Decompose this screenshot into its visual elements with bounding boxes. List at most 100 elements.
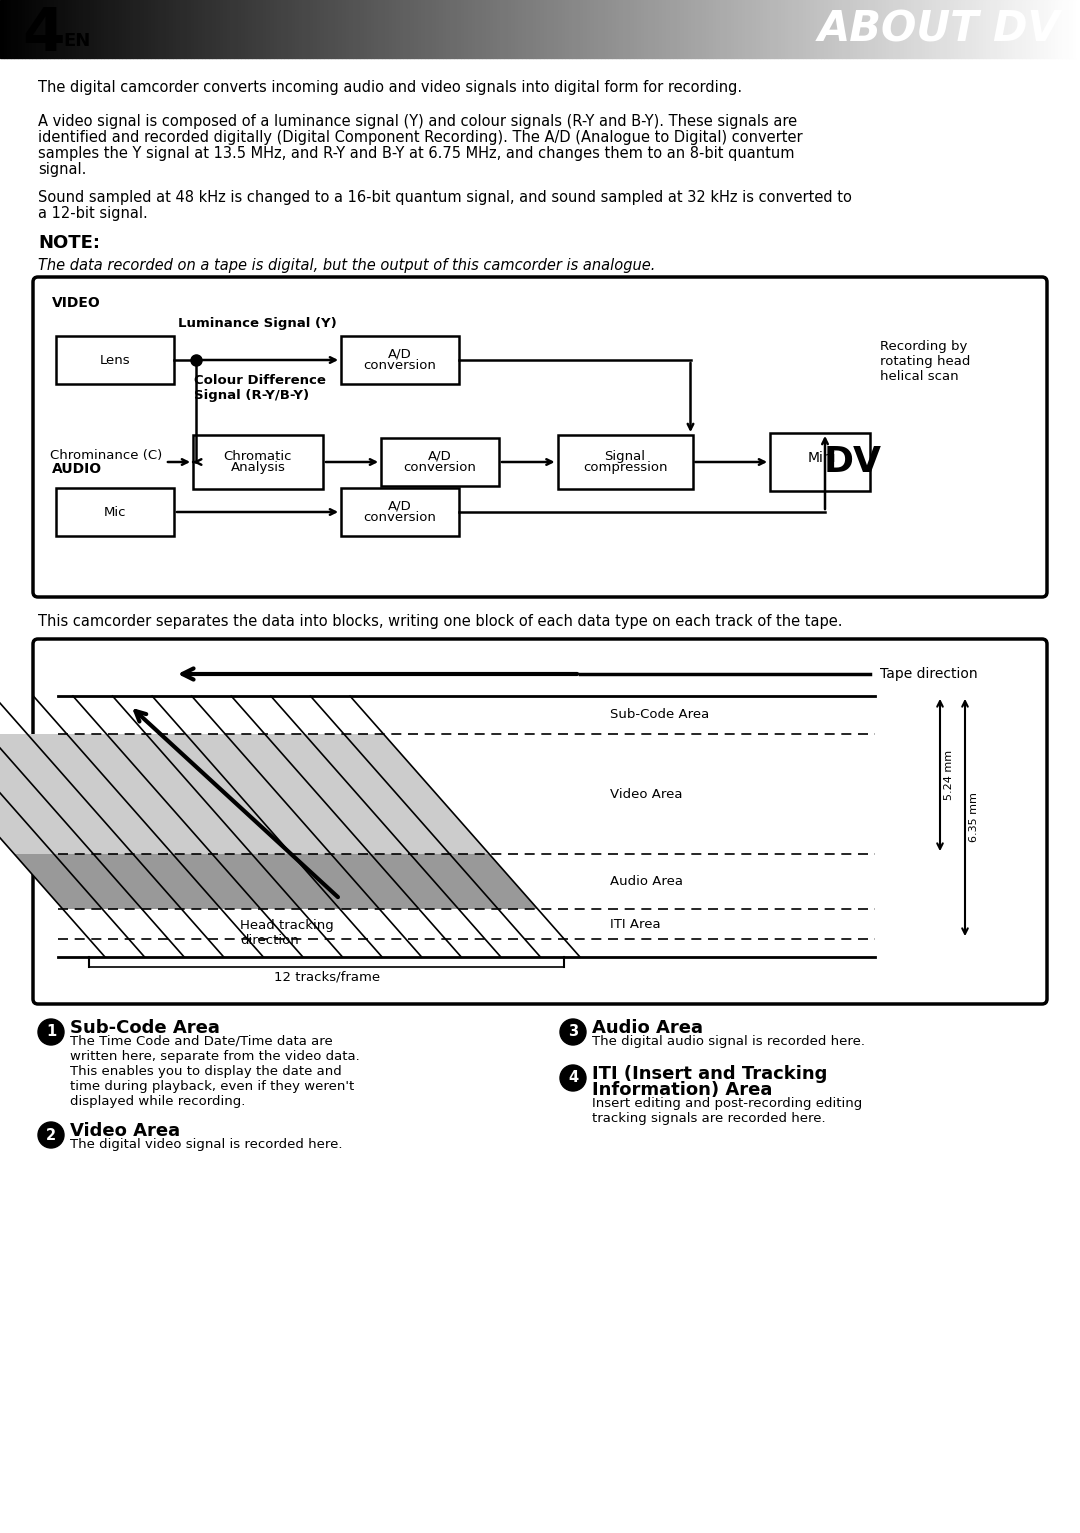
Text: Mini: Mini: [808, 451, 837, 464]
Bar: [557, 435, 692, 489]
Text: Colour Difference
Signal (R-Y/B-Y): Colour Difference Signal (R-Y/B-Y): [194, 374, 326, 402]
Bar: [292, 0, 295, 58]
Bar: [11, 0, 14, 58]
Bar: [193, 435, 323, 489]
Bar: [558, 0, 562, 58]
Bar: [51, 0, 54, 58]
Bar: [227, 0, 230, 58]
Bar: [36, 0, 40, 58]
Bar: [1055, 0, 1058, 58]
Bar: [522, 0, 526, 58]
Text: EN: EN: [63, 32, 91, 51]
Text: samples the Y signal at 13.5 MHz, and R-Y and B-Y at 6.75 MHz, and changes them : samples the Y signal at 13.5 MHz, and R-…: [38, 146, 795, 161]
Bar: [454, 0, 457, 58]
Text: Video Area: Video Area: [610, 788, 683, 800]
Text: tracking signals are recorded here.: tracking signals are recorded here.: [592, 1111, 825, 1125]
Bar: [846, 0, 850, 58]
Bar: [57, 0, 62, 58]
Bar: [360, 0, 364, 58]
Bar: [1058, 0, 1062, 58]
Text: 1: 1: [45, 1024, 56, 1039]
Bar: [670, 0, 673, 58]
Bar: [680, 0, 684, 58]
Polygon shape: [173, 854, 260, 909]
Bar: [234, 0, 238, 58]
Bar: [882, 0, 886, 58]
Bar: [468, 0, 472, 58]
Polygon shape: [225, 734, 370, 854]
Polygon shape: [146, 734, 292, 854]
Bar: [137, 0, 140, 58]
Bar: [327, 0, 332, 58]
Bar: [640, 0, 645, 58]
Polygon shape: [67, 734, 212, 854]
Bar: [375, 0, 378, 58]
Bar: [205, 0, 208, 58]
Bar: [543, 0, 548, 58]
Text: This camcorder separates the data into blocks, writing one block of each data ty: This camcorder separates the data into b…: [38, 615, 842, 629]
Bar: [594, 0, 597, 58]
Text: Signal: Signal: [605, 449, 646, 463]
Bar: [8, 0, 11, 58]
Bar: [504, 0, 508, 58]
Bar: [1018, 0, 1023, 58]
Bar: [767, 0, 770, 58]
Bar: [338, 0, 342, 58]
Bar: [392, 0, 396, 58]
Text: Mic: Mic: [104, 506, 126, 518]
Text: Video Area: Video Area: [70, 1122, 180, 1141]
Text: Audio Area: Audio Area: [610, 875, 683, 888]
Bar: [1001, 0, 1004, 58]
Bar: [1044, 0, 1048, 58]
Bar: [915, 0, 918, 58]
Bar: [821, 0, 824, 58]
Bar: [583, 0, 586, 58]
Bar: [1069, 0, 1072, 58]
Polygon shape: [305, 734, 449, 854]
Text: Audio Area: Audio Area: [592, 1019, 703, 1036]
Bar: [364, 0, 367, 58]
Bar: [731, 0, 734, 58]
Bar: [281, 0, 284, 58]
Bar: [508, 0, 511, 58]
Text: conversion: conversion: [364, 359, 436, 373]
Bar: [788, 0, 792, 58]
Bar: [386, 0, 389, 58]
Bar: [666, 0, 670, 58]
Bar: [310, 0, 313, 58]
Bar: [969, 0, 972, 58]
Bar: [176, 0, 180, 58]
Bar: [472, 0, 475, 58]
Bar: [518, 0, 522, 58]
Text: The digital audio signal is recorded here.: The digital audio signal is recorded her…: [592, 1035, 865, 1049]
Bar: [918, 0, 921, 58]
Bar: [532, 0, 537, 58]
Bar: [940, 0, 943, 58]
Bar: [702, 0, 705, 58]
Bar: [813, 0, 818, 58]
Bar: [381, 438, 499, 486]
Bar: [576, 0, 580, 58]
Bar: [900, 0, 904, 58]
Bar: [342, 0, 346, 58]
Bar: [494, 0, 497, 58]
Bar: [3, 0, 8, 58]
Bar: [802, 0, 807, 58]
Bar: [32, 0, 36, 58]
Bar: [1012, 0, 1015, 58]
Bar: [591, 0, 594, 58]
Bar: [105, 0, 108, 58]
Bar: [62, 0, 65, 58]
Bar: [500, 0, 504, 58]
Bar: [724, 0, 727, 58]
Bar: [853, 0, 856, 58]
Bar: [324, 0, 327, 58]
Bar: [478, 0, 483, 58]
Bar: [184, 0, 187, 58]
Bar: [424, 0, 429, 58]
Text: signal.: signal.: [38, 162, 86, 176]
Bar: [630, 0, 634, 58]
Text: conversion: conversion: [364, 510, 436, 524]
Bar: [256, 0, 259, 58]
Bar: [389, 0, 392, 58]
